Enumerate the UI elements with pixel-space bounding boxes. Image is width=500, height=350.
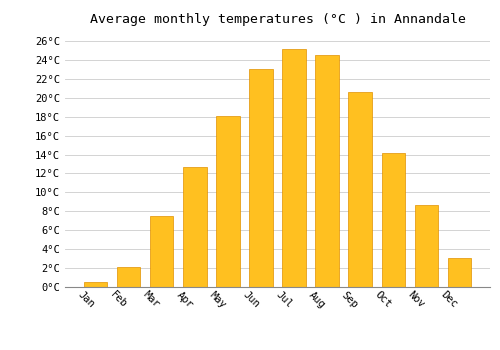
Bar — [118, 267, 141, 287]
Bar — [216, 116, 240, 287]
Bar — [150, 216, 174, 287]
Bar — [184, 167, 206, 287]
Bar — [282, 49, 306, 287]
Bar — [84, 282, 108, 287]
Bar — [348, 92, 372, 287]
Title: Average monthly temperatures (°C ) in Annandale: Average monthly temperatures (°C ) in An… — [90, 13, 466, 26]
Bar — [250, 69, 272, 287]
Bar — [414, 205, 438, 287]
Bar — [382, 153, 404, 287]
Bar — [448, 258, 470, 287]
Bar — [316, 55, 338, 287]
